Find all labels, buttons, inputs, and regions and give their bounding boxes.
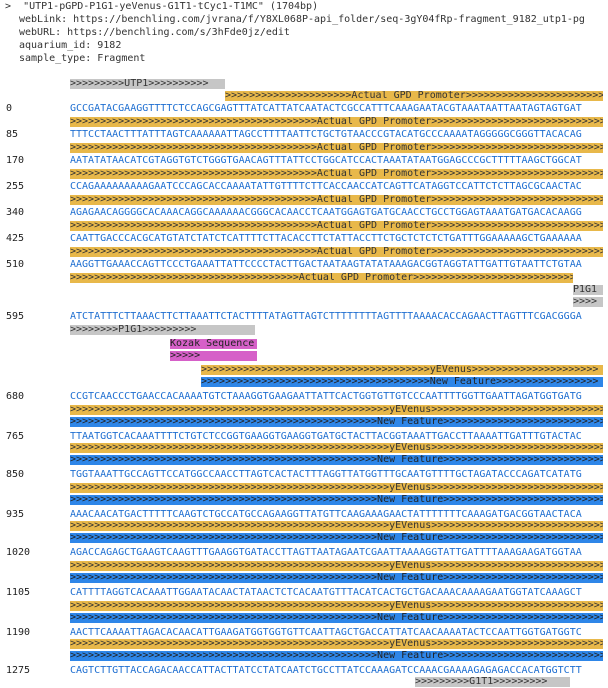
- sample-type-text: sample_type: Fragment: [19, 53, 146, 64]
- sequence-name: "UTP1-pGPD-P1G1-yeVenus-G1T1-tCyc1-T1MC"…: [23, 1, 319, 12]
- row-position: 1020: [6, 547, 31, 558]
- sequence-row[interactable]: CATTTTAGGTCACAAATTGGAATACAACTATAACTCTCAC…: [70, 587, 582, 598]
- annotation-p1g1-arrows[interactable]: >>>>: [573, 297, 603, 307]
- annotation-gpd-promoter[interactable]: >>>>>>>>>>>>>>>>>>>>>>>>>>>>>>>>>>>>>>Ac…: [70, 273, 573, 283]
- sequence-row[interactable]: GCCGATACGAAGGTTTTCTCCAGCGAGTTTATCATTATCA…: [70, 103, 582, 114]
- row-position: 850: [6, 469, 25, 480]
- annotation-p1g1[interactable]: >>>>>>>>P1G1>>>>>>>>>: [70, 325, 255, 335]
- annotation-kozak-arrows[interactable]: >>>>>: [170, 351, 257, 361]
- weblink-text[interactable]: webLink: https://benchling.com/jvrana/f/…: [19, 14, 585, 25]
- annotation-gpd-promoter[interactable]: >>>>>>>>>>>>>>>>>>>>>>>>>>>>>>>>>>>>>>>>…: [70, 143, 603, 153]
- sequence-row[interactable]: TGGTAAATTGCCAGTTCCATGGCCAACCTTAGTCACTACT…: [70, 469, 582, 480]
- sequence-row[interactable]: AAGGTTGAAACCAGTTCCCTGAAATTATTCCCCTACTTGA…: [70, 259, 582, 270]
- annotation-yevenus[interactable]: >>>>>>>>>>>>>>>>>>>>>>>>>>>>>>>>>>>>>>>>…: [70, 405, 603, 415]
- annotation-new-feature[interactable]: >>>>>>>>>>>>>>>>>>>>>>>>>>>>>>>>>>>>>>>>…: [70, 455, 603, 465]
- sequence-row[interactable]: ATCTATTTCTTAAACTTCTTAAATTCTACTTTTATAGTTA…: [70, 311, 582, 322]
- row-position: 1275: [6, 665, 31, 676]
- sequence-row[interactable]: AAACAACATGACTTTTTCAAGTCTGCCATGCCAGAAGGTT…: [70, 509, 582, 520]
- row-position: 935: [6, 509, 25, 520]
- sequence-row[interactable]: CAATTGACCCACGCATGTATCTATCTCATTTTCTTACACC…: [70, 233, 582, 244]
- row-position: 1105: [6, 587, 31, 598]
- sequence-row[interactable]: TTAATGGTCACAAATTTTCTGTCTCCGGTGAAGGTGAAGG…: [70, 431, 582, 442]
- annotation-kozak-label[interactable]: Kozak Sequence: [170, 339, 257, 349]
- annotation-yevenus[interactable]: >>>>>>>>>>>>>>>>>>>>>>>>>>>>>>>>>>>>>>>>…: [70, 601, 603, 611]
- sequence-row[interactable]: CCGTCAACCCTGAACCACAAAATGTCTAAAGGTGAAGAAT…: [70, 391, 582, 402]
- annotation-yevenus[interactable]: >>>>>>>>>>>>>>>>>>>>>>>>>>>>>>>>>>>>>>yE…: [201, 365, 603, 375]
- annotation-new-feature[interactable]: >>>>>>>>>>>>>>>>>>>>>>>>>>>>>>>>>>>>>>>>…: [70, 573, 603, 583]
- annotation-gpd-promoter[interactable]: >>>>>>>>>>>>>>>>>>>>>>>>>>>>>>>>>>>>>>>>…: [70, 221, 603, 231]
- annotation-new-feature[interactable]: >>>>>>>>>>>>>>>>>>>>>>>>>>>>>>>>>>>>>>>>…: [70, 533, 603, 543]
- annotation-new-feature[interactable]: >>>>>>>>>>>>>>>>>>>>>>>>>>>>>>>>>>>>>>>>…: [70, 417, 603, 427]
- annotation-p1g1-label[interactable]: P1G1: [573, 285, 603, 295]
- sequence-row[interactable]: AGACCAGAGCTGAAGTCAAGTTTGAAGGTGATACCTTAGT…: [70, 547, 582, 558]
- sequence-row[interactable]: AACTTCAAAATTAGACACAACATTGAAGATGGTGGTGTTC…: [70, 627, 582, 638]
- aquarium-id-text: aquarium_id: 9182: [19, 40, 122, 51]
- annotation-yevenus[interactable]: >>>>>>>>>>>>>>>>>>>>>>>>>>>>>>>>>>>>>>>>…: [70, 443, 603, 453]
- row-position: 765: [6, 431, 25, 442]
- sequence-row[interactable]: CAGTCTTGTTACCAGACAACCATTACTTATCCTATCAATC…: [70, 665, 582, 676]
- annotation-new-feature[interactable]: >>>>>>>>>>>>>>>>>>>>>>>>>>>>>>>>>>>>>>>>…: [70, 495, 603, 505]
- annotation-yevenus[interactable]: >>>>>>>>>>>>>>>>>>>>>>>>>>>>>>>>>>>>>>>>…: [70, 639, 603, 649]
- annotation-yevenus[interactable]: >>>>>>>>>>>>>>>>>>>>>>>>>>>>>>>>>>>>>>>>…: [70, 483, 603, 493]
- row-position: 0: [6, 103, 13, 114]
- row-position: 680: [6, 391, 25, 402]
- row-position: 425: [6, 233, 25, 244]
- annotation-gpd-promoter[interactable]: >>>>>>>>>>>>>>>>>>>>>>>>>>>>>>>>>>>>>>>>…: [70, 247, 603, 257]
- row-position: 1190: [6, 627, 31, 638]
- annotation-gpd-promoter[interactable]: >>>>>>>>>>>>>>>>>>>>>Actual GPD Promoter…: [225, 91, 603, 101]
- sequence-row[interactable]: CCAGAAAAAAAAAGAATCCCAGCACCAAAATATTGTTTTC…: [70, 181, 582, 192]
- weburl-text[interactable]: webURL: https://benchling.com/s/3hFde0jz…: [19, 27, 290, 38]
- sequence-title: > "UTP1-pGPD-P1G1-yeVenus-G1T1-tCyc1-T1M…: [5, 1, 318, 13]
- annotation-gpd-promoter[interactable]: >>>>>>>>>>>>>>>>>>>>>>>>>>>>>>>>>>>>>>>>…: [70, 195, 603, 205]
- annotation-new-feature[interactable]: >>>>>>>>>>>>>>>>>>>>>>>>>>>>>>>>>>>>>>>>…: [70, 613, 603, 623]
- annotation-yevenus[interactable]: >>>>>>>>>>>>>>>>>>>>>>>>>>>>>>>>>>>>>>>>…: [70, 521, 603, 531]
- annotation-new-feature[interactable]: >>>>>>>>>>>>>>>>>>>>>>>>>>>>>>>>>>>>>>Ne…: [201, 377, 603, 387]
- expand-caret-icon[interactable]: >: [5, 1, 12, 12]
- sequence-row[interactable]: AGAGAACAGGGGCACAAACAGGCAAAAAACGGGCACAACC…: [70, 207, 582, 218]
- row-position: 340: [6, 207, 25, 218]
- annotation-g1t1[interactable]: >>>>>>>>>G1T1>>>>>>>>>: [415, 677, 570, 687]
- annotation-new-feature[interactable]: >>>>>>>>>>>>>>>>>>>>>>>>>>>>>>>>>>>>>>>>…: [70, 651, 603, 661]
- annotation-gpd-promoter[interactable]: >>>>>>>>>>>>>>>>>>>>>>>>>>>>>>>>>>>>>>>>…: [70, 117, 603, 127]
- annotation-yevenus[interactable]: >>>>>>>>>>>>>>>>>>>>>>>>>>>>>>>>>>>>>>>>…: [70, 561, 603, 571]
- row-position: 85: [6, 129, 19, 140]
- row-position: 595: [6, 311, 25, 322]
- sequence-row[interactable]: TTTCCTAACTTTATTTAGTCAAAAAATTAGCCTTTTAATT…: [70, 129, 582, 140]
- row-position: 510: [6, 259, 25, 270]
- row-position: 170: [6, 155, 25, 166]
- row-position: 255: [6, 181, 25, 192]
- sequence-row[interactable]: AATATATAACATCGTAGGTGTCTGGGTGAACAGTTTATTC…: [70, 155, 582, 166]
- annotation-utp1[interactable]: >>>>>>>>>UTP1>>>>>>>>>>: [70, 79, 225, 89]
- annotation-gpd-promoter[interactable]: >>>>>>>>>>>>>>>>>>>>>>>>>>>>>>>>>>>>>>>>…: [70, 169, 603, 179]
